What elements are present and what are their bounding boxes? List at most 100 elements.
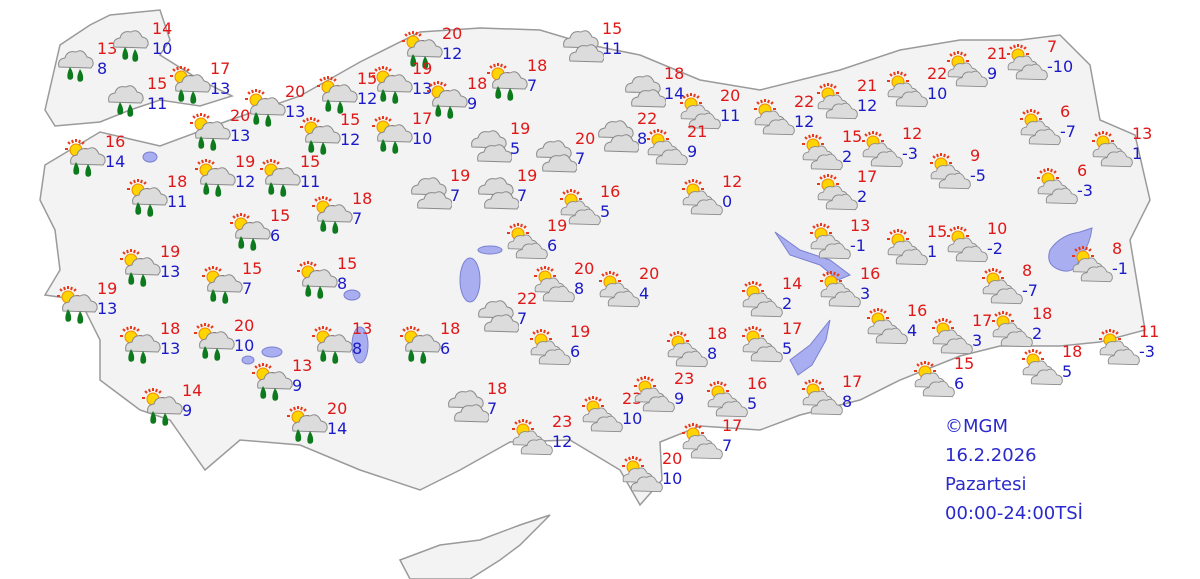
partly-cloudy-icon [1097,328,1141,370]
min-temp: 4 [639,284,650,303]
station: 20 4 [597,266,677,320]
max-temp: 17 [782,319,803,338]
max-temp: 18 [467,74,488,93]
partly-cloudy-icon [510,418,554,460]
station: 18 11 [125,174,205,228]
partly-cloudy-icon [865,307,909,349]
min-temp: 7 [575,149,586,168]
max-temp: 13 [850,216,871,235]
min-temp: 2 [857,187,868,206]
date-label: 16.2.2026 [945,445,1037,466]
min-temp: -1 [850,236,866,255]
max-temp: 19 [510,119,531,138]
max-temp: 15 [300,152,321,171]
cyprus [398,514,551,579]
sun-cloud-rain-icon [398,325,442,367]
min-temp: 8 [574,279,585,298]
partly-cloudy-icon [1035,167,1079,209]
partly-cloudy-icon [800,378,844,420]
min-temp: 8 [842,392,853,411]
min-temp: 14 [105,152,126,171]
partly-cloudy-icon [740,280,784,322]
min-temp: 10 [234,336,255,355]
max-temp: 20 [575,129,596,148]
station: 20 13 [243,84,323,138]
sun-cloud-rain-icon [370,65,414,107]
station: 21 9 [945,46,1025,100]
partly-cloudy-icon [645,128,689,170]
partly-cloudy-icon [665,330,709,372]
station: 18 8 [665,326,745,380]
sun-cloud-rain-icon [125,178,169,220]
station: 15 7 [200,261,280,315]
min-temp: 11 [720,106,741,125]
station: 19 5 [468,121,548,175]
min-temp: 4 [907,321,918,340]
station: 22 8 [595,111,675,165]
station: 18 7 [445,381,525,435]
max-temp: 20 [442,24,463,43]
partly-cloudy-icon [1020,348,1064,390]
min-temp: 7 [450,186,461,205]
sun-cloud-rain-icon [370,115,414,157]
min-temp: 6 [954,374,965,393]
min-temp: -7 [1022,281,1038,300]
max-temp: 16 [747,374,768,393]
rain-icon [105,80,149,122]
min-temp: 13 [210,79,231,98]
min-temp: 11 [602,39,623,58]
min-temp: 14 [664,84,685,103]
partly-cloudy-icon [680,178,724,220]
sun-cloud-rain-icon [310,195,354,237]
station: 18 9 [425,76,505,130]
station: 13 9 [250,358,330,412]
max-temp: 15 [270,206,291,225]
station: 12 -3 [860,126,940,180]
partly-cloudy-icon [740,325,784,367]
max-temp: 16 [860,264,881,283]
partly-cloudy-icon [705,380,749,422]
station: 14 10 [110,21,190,75]
station: 13 1 [1090,126,1170,180]
station: 19 6 [505,218,585,272]
station: 18 5 [1020,344,1100,398]
sun-cloud-rain-icon [192,322,236,364]
max-temp: 18 [440,319,461,338]
cloudy-icon [533,135,577,177]
station: 23 10 [580,391,660,445]
max-temp: 22 [927,64,948,83]
max-temp: 14 [182,381,203,400]
partly-cloudy-icon [930,317,974,359]
partly-cloudy-icon [928,152,972,194]
min-temp: -5 [970,166,986,185]
min-temp: 13 [160,262,181,281]
station: 15 1 [885,224,965,278]
min-temp: 7 [517,186,528,205]
max-temp: 15 [242,259,263,278]
station: 19 13 [118,244,198,298]
max-temp: 13 [352,319,373,338]
min-temp: 7 [487,399,498,418]
lakes [142,151,1093,376]
station: 19 12 [193,154,273,208]
station: 20 10 [620,451,700,505]
station: 19 13 [55,281,135,335]
station: 16 5 [558,184,638,238]
sun-cloud-rain-icon [63,138,107,180]
min-temp: 12 [857,96,878,115]
min-temp: 8 [97,59,108,78]
partly-cloudy-icon [885,228,929,270]
min-temp: -3 [902,144,918,163]
max-temp: 15 [842,127,863,146]
max-temp: 20 [574,259,595,278]
min-temp: -2 [987,239,1003,258]
station: 18 7 [310,191,390,245]
station: 13 8 [55,41,135,95]
min-temp: 5 [1062,362,1073,381]
station: 15 6 [912,356,992,410]
station: 21 9 [645,124,725,178]
station: 22 12 [752,94,832,148]
min-temp: 5 [510,139,521,158]
max-temp: 15 [147,74,168,93]
station: 19 13 [370,61,450,115]
